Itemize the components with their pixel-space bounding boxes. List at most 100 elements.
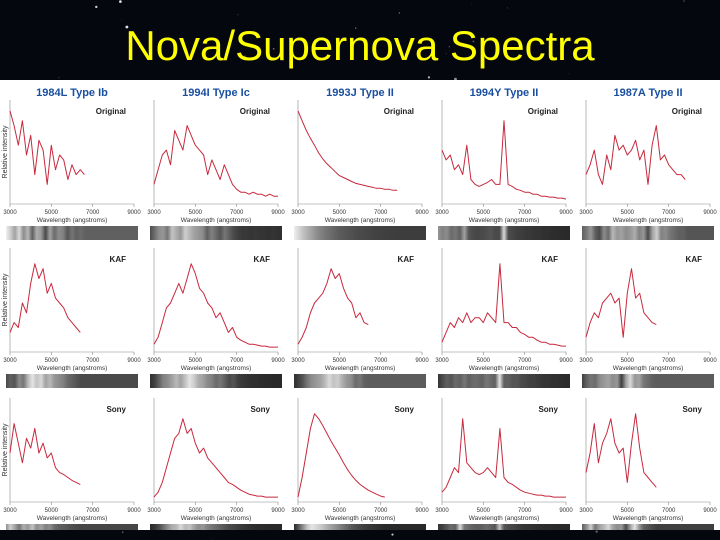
- x-tick-label: 7000: [230, 508, 244, 514]
- star: [595, 530, 598, 533]
- spectrum-curve: [153, 263, 278, 348]
- star: [125, 25, 129, 29]
- star: [119, 0, 122, 3]
- x-tick-label: 3000: [291, 508, 305, 514]
- spectrum-strip: [582, 374, 714, 388]
- spectrum-curve: [585, 413, 657, 488]
- spectrum-panel: 3000 5000 7000 9000 Wavelength (angstroms) So…: [291, 398, 429, 530]
- spectrum-panel: 3000 5000 7000 9000 Wavelength (angstroms) So…: [3, 398, 141, 530]
- spectrum-strip: [438, 226, 570, 240]
- spectrum-label: Sony: [682, 405, 702, 414]
- star: [121, 531, 124, 534]
- spectrum-strip: [150, 226, 282, 240]
- spectrum-panel: 3000 5000 7000 9000 Wavelength (angstroms) KA…: [579, 248, 717, 388]
- x-tick-label: 9000: [127, 358, 141, 364]
- spectrum-strip: [6, 524, 138, 530]
- x-axis-label: Wavelength (angstroms): [469, 515, 540, 522]
- spectrum-panel: 3000 5000 7000 9000 Wavelength (angstroms) Or…: [579, 100, 717, 240]
- spectrum-curve: [9, 263, 81, 333]
- x-tick-label: 3000: [435, 210, 449, 216]
- x-tick-label: 5000: [45, 210, 59, 216]
- x-tick-label: 5000: [477, 358, 491, 364]
- star: [315, 39, 319, 43]
- star: [237, 14, 239, 16]
- x-tick-label: 3000: [3, 210, 17, 216]
- star: [454, 77, 457, 81]
- spectrum-panel: 3000 5000 7000 9000 Wavelength (angstroms) So…: [435, 398, 573, 530]
- star: [355, 27, 357, 29]
- x-tick-label: 7000: [518, 508, 532, 514]
- x-tick-label: 5000: [45, 358, 59, 364]
- x-tick-label: 3000: [579, 508, 593, 514]
- star: [398, 12, 400, 14]
- spectrum-label: KAF: [398, 255, 415, 264]
- spectrum-strip: [294, 226, 426, 240]
- x-tick-label: 5000: [477, 210, 491, 216]
- x-tick-label: 5000: [333, 210, 347, 216]
- y-axis-label: Relative intensity: [2, 273, 9, 326]
- x-tick-label: 3000: [3, 508, 17, 514]
- spectrum-strip: [582, 226, 714, 240]
- x-tick-label: 7000: [518, 358, 532, 364]
- star: [506, 7, 508, 9]
- star: [121, 19, 122, 21]
- x-tick-label: 3000: [291, 210, 305, 216]
- star: [445, 53, 447, 55]
- x-tick-label: 9000: [415, 358, 429, 364]
- x-tick-label: 7000: [86, 508, 100, 514]
- x-tick-label: 5000: [621, 508, 635, 514]
- column-header: 1987A Type II: [613, 87, 682, 99]
- x-axis-label: Wavelength (angstroms): [469, 217, 540, 224]
- x-axis-label: Wavelength (angstroms): [37, 365, 108, 372]
- x-tick-label: 3000: [579, 210, 593, 216]
- spectrum-curve: [441, 120, 567, 200]
- x-tick-label: 5000: [333, 358, 347, 364]
- x-axis-label: Wavelength (angstroms): [325, 515, 396, 522]
- spectrum-strip: [6, 226, 138, 240]
- spectrum-curve: [441, 263, 566, 347]
- x-tick-label: 3000: [147, 358, 161, 364]
- x-tick-label: 5000: [333, 508, 347, 514]
- x-tick-label: 5000: [189, 508, 203, 514]
- x-tick-label: 5000: [189, 358, 203, 364]
- x-tick-label: 3000: [435, 508, 449, 514]
- spectrum-panel: 3000 5000 7000 9000 Wavelength (angstroms) KA…: [3, 248, 141, 388]
- x-tick-label: 9000: [703, 210, 717, 216]
- spectrum-label: Original: [240, 107, 270, 116]
- x-axis-label: Wavelength (angstroms): [181, 515, 252, 522]
- spectrum-label: KAF: [254, 255, 271, 264]
- x-tick-label: 9000: [559, 210, 573, 216]
- x-tick-label: 5000: [621, 210, 635, 216]
- spectrum-strip: [438, 374, 570, 388]
- x-tick-label: 7000: [374, 210, 388, 216]
- spectrum-curve: [297, 413, 385, 498]
- spectrum-strip: [150, 374, 282, 388]
- spectrum-label: Original: [528, 107, 558, 116]
- x-tick-label: 3000: [147, 210, 161, 216]
- x-axis-label: Wavelength (angstroms): [613, 515, 684, 522]
- spectrum-curve: [585, 268, 657, 338]
- x-tick-label: 9000: [271, 358, 285, 364]
- x-tick-label: 9000: [703, 358, 717, 364]
- star: [683, 0, 685, 2]
- y-axis-label: Relative intensity: [2, 423, 9, 476]
- spectrum-strip: [294, 374, 426, 388]
- x-tick-label: 5000: [477, 508, 491, 514]
- x-tick-label: 9000: [559, 508, 573, 514]
- star: [472, 40, 475, 43]
- x-tick-label: 7000: [86, 358, 100, 364]
- x-tick-label: 5000: [621, 358, 635, 364]
- x-tick-label: 9000: [703, 508, 717, 514]
- star: [211, 538, 213, 540]
- spectrum-label: Original: [672, 107, 702, 116]
- x-tick-label: 7000: [374, 358, 388, 364]
- spectrum-curve: [9, 110, 85, 185]
- x-tick-label: 3000: [147, 508, 161, 514]
- star: [391, 533, 394, 536]
- spectrum-curve: [9, 423, 81, 485]
- x-tick-label: 7000: [662, 358, 676, 364]
- x-tick-label: 3000: [3, 358, 17, 364]
- spectrum-label: Original: [384, 107, 414, 116]
- spectrum-strip: [582, 524, 714, 530]
- star: [427, 76, 431, 79]
